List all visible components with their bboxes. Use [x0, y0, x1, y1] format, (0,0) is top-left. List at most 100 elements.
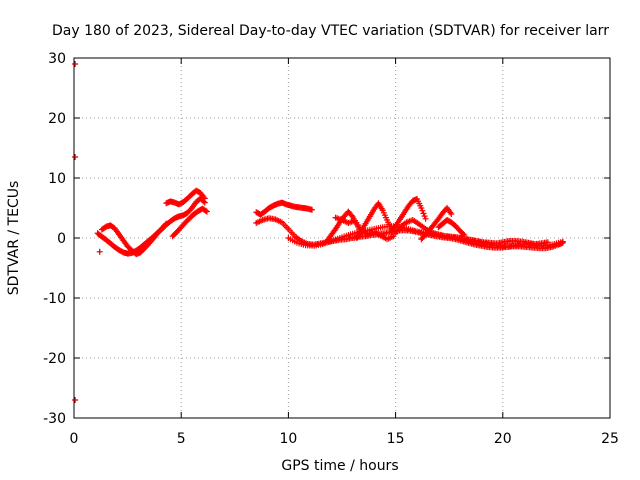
series-line — [390, 233, 397, 240]
series-line — [349, 214, 356, 220]
x-tick-label: 10 — [279, 431, 297, 447]
chart-title: Day 180 of 2023, Sidereal Day-to-day VTE… — [52, 23, 609, 39]
x-tick-label: 0 — [70, 431, 79, 447]
series-line — [274, 200, 281, 207]
series-line — [186, 215, 193, 222]
series-line — [203, 208, 210, 215]
x-axis-label: GPS time / hours — [281, 458, 398, 474]
series-line — [381, 230, 388, 237]
series-line — [420, 210, 427, 217]
outlier-point — [96, 248, 103, 255]
series-line — [171, 199, 178, 206]
series-line — [202, 207, 209, 214]
series-line — [460, 230, 467, 237]
series-line — [199, 205, 206, 212]
series-line — [538, 240, 545, 247]
series-line — [414, 228, 421, 235]
series-line — [525, 239, 532, 246]
series-line — [171, 215, 178, 222]
series-line — [396, 216, 403, 223]
series-line — [401, 209, 408, 216]
series-line — [544, 239, 551, 246]
series-line — [403, 219, 410, 226]
series-line — [419, 207, 426, 214]
series-line — [441, 233, 448, 240]
series-line — [173, 229, 180, 235]
series-line — [392, 223, 399, 229]
series-line — [364, 231, 371, 238]
series-line — [439, 220, 446, 227]
series-line — [111, 225, 118, 232]
series-line — [116, 247, 123, 253]
series-line — [354, 235, 361, 241]
series-line — [278, 199, 285, 206]
series-line — [182, 219, 189, 226]
series-line — [379, 207, 386, 214]
series-line — [253, 209, 260, 216]
series-line — [345, 208, 352, 215]
series-line — [146, 240, 153, 247]
series-line — [384, 236, 391, 243]
series-line — [409, 217, 416, 223]
x-tick-label: 15 — [387, 431, 405, 447]
y-tick-label: 10 — [48, 171, 66, 187]
series-line — [371, 229, 378, 235]
series-line — [293, 239, 300, 246]
series-line — [167, 198, 174, 205]
series-line — [163, 220, 170, 227]
series-line — [405, 203, 412, 210]
y-tick-label: 20 — [48, 111, 66, 127]
series-line — [506, 238, 513, 244]
series-line — [184, 209, 191, 216]
outlier-point — [72, 154, 79, 160]
series-line — [332, 214, 339, 221]
series-line — [444, 217, 451, 223]
series-line — [512, 238, 519, 244]
series-line — [416, 221, 423, 228]
series-line — [345, 220, 352, 226]
series-line — [435, 215, 442, 222]
series-line — [499, 239, 506, 246]
series-line — [195, 208, 202, 214]
series-line — [133, 251, 140, 258]
series-line — [180, 212, 187, 219]
series-line — [103, 223, 110, 230]
series-line — [551, 241, 558, 247]
series-line — [103, 236, 110, 243]
series-line — [261, 208, 268, 215]
series-line — [137, 249, 144, 256]
series-line — [452, 223, 459, 229]
x-tick-label: 5 — [177, 431, 186, 447]
series-line — [266, 215, 273, 222]
series-line — [253, 220, 260, 226]
outlier-point — [72, 61, 79, 67]
series-line — [162, 221, 169, 228]
y-tick-label: -30 — [43, 411, 66, 427]
series-line — [169, 233, 176, 240]
outlier-point — [72, 397, 79, 403]
series-line — [257, 211, 264, 218]
series-line — [336, 235, 343, 241]
series-line — [308, 206, 315, 213]
series-line — [431, 221, 438, 228]
x-tick-label: 20 — [494, 431, 512, 447]
series-line — [354, 221, 361, 228]
series-line — [188, 205, 195, 211]
series-line — [474, 238, 481, 244]
series-line — [341, 213, 348, 220]
series-line — [158, 225, 165, 232]
series-line — [559, 238, 566, 245]
series-line — [200, 194, 207, 201]
series-line — [285, 226, 292, 232]
series-line — [332, 226, 339, 232]
series-line — [304, 205, 311, 212]
y-tick-label: -20 — [43, 351, 66, 367]
series-line — [197, 190, 204, 196]
series-line — [176, 201, 183, 208]
series-line — [377, 232, 384, 239]
series-line — [266, 205, 273, 211]
series-line — [435, 231, 442, 238]
series-line — [388, 229, 395, 235]
series-line — [362, 220, 369, 227]
